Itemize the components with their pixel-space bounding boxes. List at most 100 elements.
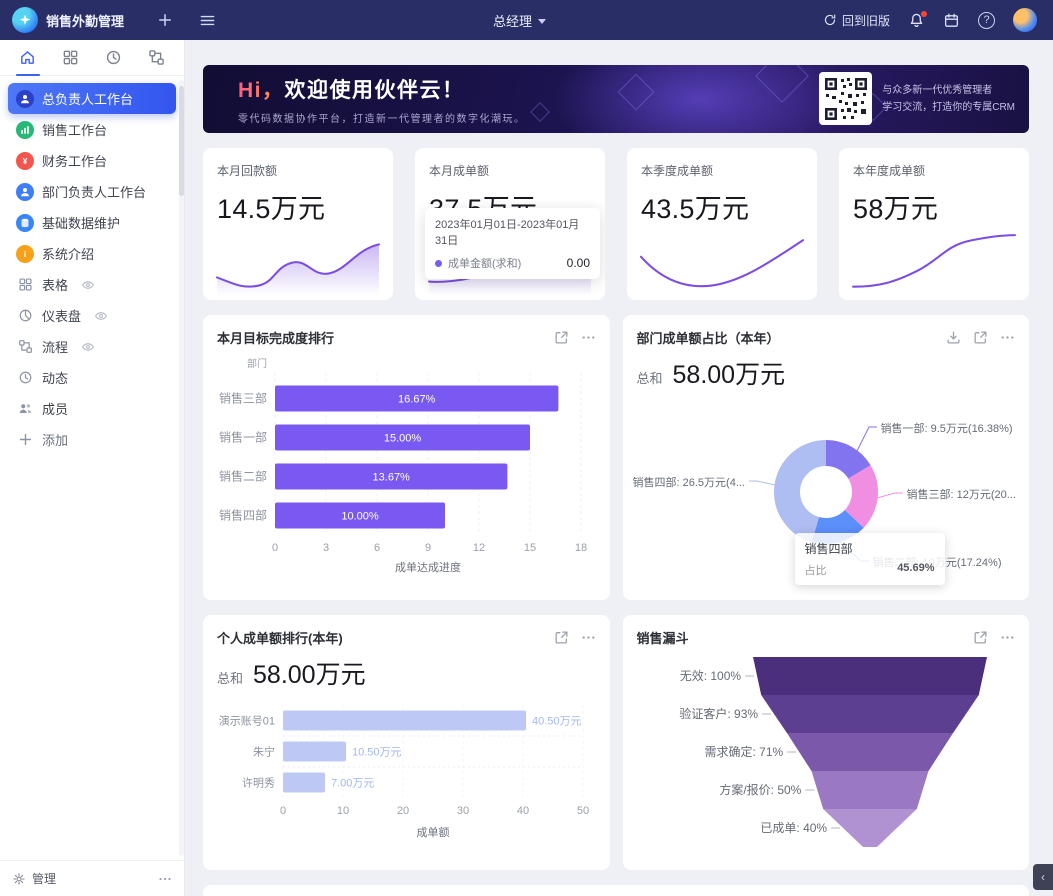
svg-text:¥: ¥: [23, 157, 28, 166]
expand-icon[interactable]: [554, 330, 569, 345]
sidebar-item[interactable]: 添加: [8, 424, 176, 455]
svg-text:10.00%: 10.00%: [341, 511, 379, 523]
sparkline-chart: [639, 232, 805, 296]
svg-text:需求确定: 71%: 需求确定: 71%: [704, 744, 783, 759]
info-icon: i: [16, 244, 34, 263]
pie-tooltip-row: 占比 45.69%: [805, 562, 935, 578]
pie-slice-label: 销售二部: 10万元(17.24%): [872, 557, 1002, 569]
sidebar-item[interactable]: 动态: [8, 362, 176, 393]
stat-value: 58万元: [853, 194, 939, 224]
sidebar-more-button[interactable]: [158, 872, 172, 886]
personal-rank-chart-area: 0 10 20 30 40 50 演示账号01 40.50万元 朱宁 10.50万元 许明秀 7.00…: [203, 699, 610, 850]
more-icon[interactable]: [581, 630, 596, 645]
stat-value: 43.5万元: [641, 194, 750, 224]
svg-text:40: 40: [517, 805, 529, 817]
sidebar-item-label: 添加: [42, 433, 69, 448]
sidebar-item-label: 总负责人工作台: [42, 92, 134, 107]
total-row: 总和 58.00万元: [203, 653, 610, 691]
pie-slice-label: 销售三部: 12万元(20...: [906, 489, 1016, 501]
svg-text:0: 0: [272, 542, 278, 554]
sales-funnel-chart: 无效: 100% 验证客户: 93% 需求确定: 71% 方案/报价: 50% 已成单:…: [679, 657, 987, 847]
sidebar-tab-flow[interactable]: [135, 40, 178, 75]
more-icon[interactable]: [1000, 630, 1015, 645]
sidebar-item-label: 动态: [42, 371, 69, 386]
yen-icon: ¥: [16, 151, 34, 170]
svg-text:朱宁: 朱宁: [253, 745, 275, 759]
svg-text:已成单: 40%: 已成单: 40%: [760, 821, 827, 835]
flow-icon: [16, 338, 34, 356]
chart-tooltip: 2023年01月01日-2023年01月31日 成单金额(求和) 0.00: [425, 208, 600, 279]
card-title: 部门成单额占比（本年）: [636, 331, 780, 346]
eye-icon[interactable]: [81, 278, 95, 292]
add-workspace-button[interactable]: [157, 12, 173, 28]
monthly-target-card: 本月目标完成度排行 部门 0 3 6 9 12 15 18 销售三部 16.67% 销售一部 15.0…: [203, 315, 610, 600]
eye-icon[interactable]: [81, 340, 95, 354]
qr-caption-line1: 与众多新一代优秀管理者: [882, 84, 993, 96]
svg-text:10: 10: [337, 805, 349, 817]
qr-caption: 与众多新一代优秀管理者 学习交流，打造你的专属CRM: [882, 82, 1015, 116]
eye-icon[interactable]: [94, 309, 108, 323]
banner-subtitle: 零代码数据协作平台，打造新一代管理者的数字化潮玩。: [238, 113, 526, 125]
stat-value: 14.5万元: [217, 194, 326, 224]
notifications-button[interactable]: [908, 10, 927, 29]
clock-icon: [16, 369, 34, 387]
sidebar-item-label: 基础数据维护: [42, 216, 121, 231]
stat-card: 本月成单额37.5万元2023年01月01日-2023年01月31日成单金额(求…: [415, 148, 605, 300]
sidebar-item[interactable]: i 系统介绍: [8, 238, 176, 269]
sidebar-scrollbar[interactable]: [179, 80, 184, 856]
pie-tooltip-metric: 占比: [804, 565, 827, 577]
role-selector[interactable]: 总经理: [216, 11, 823, 30]
svg-text:销售四部: 销售四部: [219, 508, 267, 523]
charts-row-2: 个人成单额排行(本年) 总和 58.00万元 0 10 20 30 40 50 演示账号01…: [203, 615, 1029, 870]
next-card-partial: [203, 885, 1029, 896]
expand-icon[interactable]: [554, 630, 569, 645]
sidebar-item[interactable]: 总负责人工作台: [8, 83, 176, 114]
sidebar-item[interactable]: 仪表盘: [8, 300, 176, 331]
sidebar: 总负责人工作台销售工作台 ¥ 财务工作台部门负责人工作台基础数据维护 i 系统介绍表格仪…: [0, 40, 185, 896]
total-value: 58.00万元: [672, 361, 786, 389]
sidebar-item[interactable]: 流程: [8, 331, 176, 362]
expand-icon[interactable]: [973, 330, 988, 345]
svg-text:0: 0: [280, 805, 286, 817]
sidebar-item[interactable]: ¥ 财务工作台: [8, 145, 176, 176]
stat-card: 本季度成单额 43.5万元: [627, 148, 817, 300]
qr-code: [819, 72, 873, 125]
sidebar-item[interactable]: 部门负责人工作台: [8, 176, 176, 207]
expand-icon[interactable]: [973, 630, 988, 645]
svg-text:成单达成进度: 成单达成进度: [395, 560, 461, 574]
person-icon: [16, 182, 34, 201]
more-icon[interactable]: [1000, 330, 1015, 345]
svg-text:销售一部: 销售一部: [219, 430, 267, 445]
scrollbar-thumb[interactable]: [179, 86, 184, 196]
sidebar-item[interactable]: 成员: [8, 393, 176, 424]
svg-text:12: 12: [473, 542, 485, 554]
download-icon[interactable]: [946, 330, 961, 345]
sidebar-item[interactable]: 基础数据维护: [8, 207, 176, 238]
sidebar-toggle-button[interactable]: [199, 12, 216, 29]
calendar-button[interactable]: [943, 12, 960, 29]
user-avatar[interactable]: [1013, 8, 1037, 32]
back-to-old-version-button[interactable]: 回到旧版: [823, 12, 890, 29]
sidebar-tab-home[interactable]: [6, 40, 49, 75]
manage-button[interactable]: 管理: [12, 870, 56, 887]
svg-text:3: 3: [323, 542, 329, 554]
sidebar-item-label: 财务工作台: [42, 154, 108, 169]
svg-text:方案/报价: 50%: 方案/报价: 50%: [719, 782, 801, 797]
banner-cube-decoration: [530, 102, 550, 122]
sidebar-item-label: 系统介绍: [42, 247, 95, 262]
charts-row-1: 本月目标完成度排行 部门 0 3 6 9 12 15 18 销售三部 16.67% 销售一部 15.0…: [203, 315, 1029, 600]
welcome-banner: Hi，欢迎使用伙伴云！ 零代码数据协作平台，打造新一代管理者的数字化潮玩。: [203, 65, 1029, 133]
banner-text: Hi，欢迎使用伙伴云！ 零代码数据协作平台，打造新一代管理者的数字化潮玩。: [203, 74, 526, 125]
svg-text:演示账号01: 演示账号01: [219, 714, 275, 728]
sidebar-item[interactable]: 销售工作台: [8, 114, 176, 145]
sidebar-item-label: 表格: [42, 278, 69, 293]
help-button[interactable]: ?: [978, 11, 995, 29]
more-icon[interactable]: [581, 330, 596, 345]
sidebar-item[interactable]: 表格: [8, 269, 176, 300]
widget-collapse-button[interactable]: ‹: [1033, 864, 1053, 890]
svg-text:9: 9: [425, 542, 431, 554]
sidebar-tab-grid[interactable]: [49, 40, 92, 75]
svg-text:40.50万元: 40.50万元: [532, 716, 582, 728]
sidebar-tab-clock[interactable]: [92, 40, 135, 75]
card-actions: [554, 330, 596, 345]
